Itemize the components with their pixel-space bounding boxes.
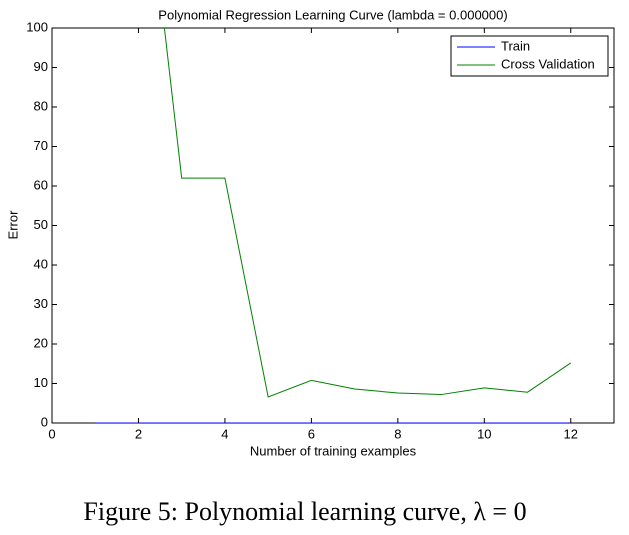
y-tick-label: 20	[34, 335, 48, 350]
x-tick-label: 8	[394, 426, 401, 441]
plot-area	[95, 28, 572, 423]
series-line	[163, 28, 572, 398]
y-tick-label: 40	[34, 256, 48, 271]
y-tick-label: 60	[34, 177, 48, 192]
y-tick-label: 50	[34, 217, 48, 232]
x-tick-label: 0	[48, 426, 55, 441]
caption: Figure 5: Polynomial learning curve, λ =…	[83, 497, 526, 526]
x-tick-label: 6	[308, 426, 315, 441]
y-tick-label: 80	[34, 98, 48, 113]
legend-label: Cross Validation	[501, 56, 595, 71]
legend-box	[450, 35, 609, 77]
y-tick-label: 70	[34, 138, 48, 153]
chart-title: Polynomial Regression Learning Curve (la…	[158, 7, 507, 22]
x-axis-label: Number of training examples	[250, 443, 417, 458]
x-tick-label: 2	[135, 426, 142, 441]
y-tick-label: 90	[34, 59, 48, 74]
plot-frame	[51, 27, 615, 424]
x-tick-label: 10	[477, 426, 491, 441]
y-tick-label: 10	[34, 375, 48, 390]
x-tick-label: 12	[564, 426, 578, 441]
y-tick-label: 0	[41, 414, 48, 429]
y-tick-label: 30	[34, 296, 48, 311]
y-tick-label: 100	[26, 19, 48, 34]
legend-label: Train	[501, 38, 530, 53]
y-axis-label: Error	[5, 210, 20, 240]
x-tick-label: 4	[221, 426, 228, 441]
